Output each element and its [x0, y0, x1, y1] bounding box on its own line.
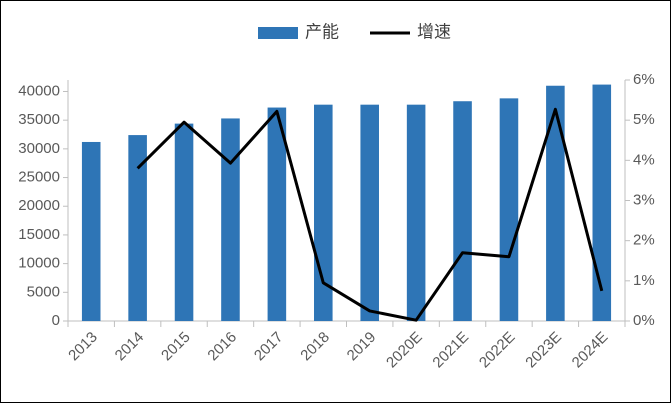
bar	[128, 135, 147, 321]
bar	[174, 123, 194, 321]
y2-tick-label: 2%	[633, 232, 655, 249]
bar	[221, 118, 240, 321]
y-tick-label: 30000	[18, 140, 60, 157]
bar	[360, 104, 379, 321]
legend-label: 增速	[417, 22, 451, 41]
y-tick-label: 5000	[27, 283, 60, 300]
legend-swatch	[258, 27, 298, 39]
y-tick-label: 15000	[18, 226, 60, 243]
bar	[453, 101, 472, 321]
y-tick-label: 40000	[18, 82, 60, 99]
y2-tick-label: 5%	[633, 111, 655, 128]
y-tick-label: 0	[52, 312, 60, 329]
bar	[499, 98, 519, 321]
y2-tick-label: 4%	[633, 151, 655, 168]
y-tick-label: 25000	[18, 169, 60, 186]
y2-tick-label: 3%	[633, 191, 655, 208]
y2-tick-label: 1%	[633, 272, 655, 289]
y2-tick-label: 0%	[633, 312, 655, 329]
bar	[592, 84, 612, 321]
bar	[546, 85, 565, 321]
y2-tick-label: 6%	[633, 71, 655, 88]
line	[136, 107, 604, 322]
y-tick-label: 20000	[18, 197, 60, 214]
legend-label: 产能	[305, 22, 339, 41]
y-tick-label: 10000	[18, 255, 60, 272]
bar	[267, 107, 287, 322]
bar	[81, 141, 101, 321]
bar	[406, 104, 426, 321]
bar	[314, 104, 333, 321]
y-tick-label: 35000	[18, 111, 60, 128]
